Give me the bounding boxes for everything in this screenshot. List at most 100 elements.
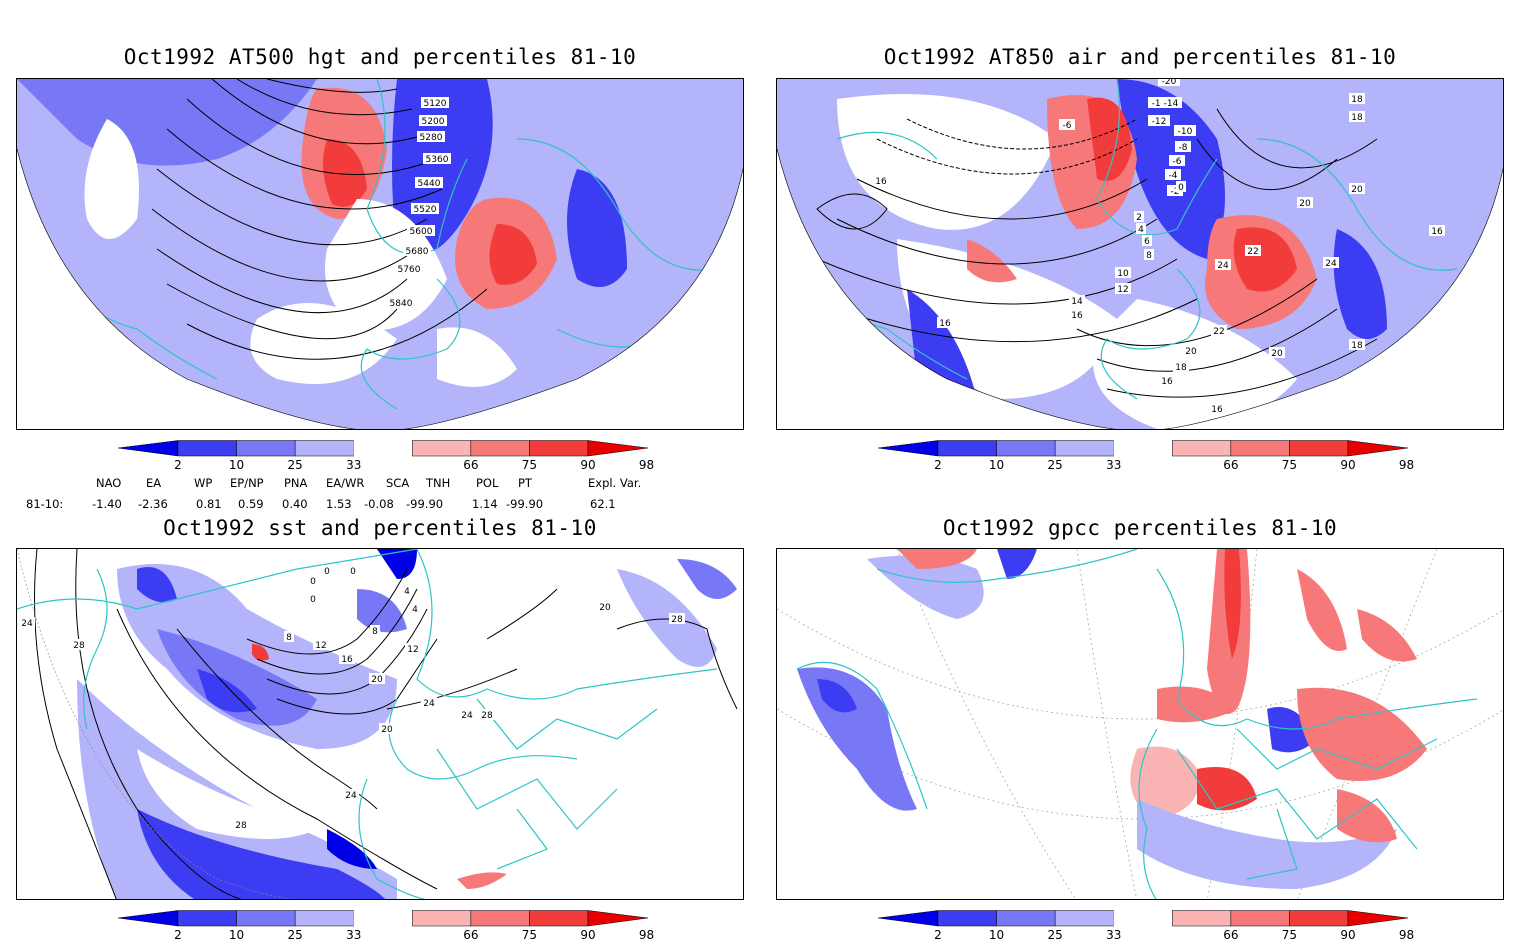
percentile-field [137,749,317,839]
contour-label-bg [1069,309,1085,320]
percentile-field [137,809,386,899]
contour-label-bg [407,225,435,236]
contour-label-bg [1115,267,1131,278]
contour-label-bg [1209,403,1225,414]
height-contour [156,248,408,314]
contour-label: -6 [1063,121,1072,131]
contour-label: 14 [1071,297,1083,307]
contour-label: 20 [371,675,383,685]
contour-label: 4 [404,587,410,597]
precip-percentile [867,555,984,619]
contour-label-bg [423,153,451,164]
colorbar-label: 2 [174,458,182,472]
contour-label-bg [405,643,421,654]
coastline [1100,268,1201,400]
sst-contour [256,588,418,675]
contour-label-bg [459,709,475,720]
colorbar-label: 25 [287,458,303,472]
colorbar-label: 25 [287,928,303,942]
contour-label: 16 [1071,311,1083,321]
contour-label: 20 [381,725,393,735]
map-panel-gpcc [776,548,1504,900]
contour-label-bg [1169,155,1185,166]
colorbar-label: 33 [346,928,362,942]
contour-label-bg [1142,235,1152,246]
contour-label: 18 [1351,341,1363,351]
percentile-field [1093,299,1297,429]
gpcc-map [777,549,1503,899]
colorbar-label: 10 [988,928,1005,942]
contour-label: -6 [1173,157,1182,167]
contour-label-bg [1323,257,1339,268]
contour-label-bg [1349,339,1365,350]
contour-label: 5600 [410,227,433,237]
contour-label: 28 [73,641,85,651]
height-contour [186,98,438,176]
contour-label: 28 [235,821,247,831]
colorbar-label: 75 [1281,928,1298,942]
contour-label: 16 [1211,405,1223,415]
contour-label-bg [308,575,318,586]
temperature-contour [816,258,1178,305]
panel-title-air850: Oct1992 AT850 air and percentiles 81-10 [883,45,1397,69]
colorbar-swatch [529,440,589,457]
contour-label-bg [1160,97,1182,108]
height-contour [166,283,398,340]
contour-label-bg [1115,283,1131,294]
sst-contour [75,549,242,899]
precip-percentile [1157,686,1237,723]
temperature-contour [836,218,1158,265]
coastline [17,549,418,610]
contour-label: 5200 [422,117,445,127]
contour-label: 24 [461,711,473,721]
height-contour [266,79,398,93]
percentile-field [252,644,269,661]
colorbar-swatch [1289,910,1349,927]
precip-percentile [1130,746,1199,819]
sst-contour [276,638,438,715]
index-value: 62.1 [590,497,616,511]
contour-label-bg [403,245,431,256]
contour-label-bg [419,115,447,126]
air850-map: -20-18-14-12-6-10-8-6-4-2024681012141616… [777,79,1503,429]
contour-label: 12 [407,645,418,655]
contour-label-bg [1148,97,1170,108]
contour-label-bg [308,593,318,604]
temperature-contour [856,178,1148,220]
graticule [1297,549,1438,899]
contour-label: 16 [341,655,353,665]
contour-label: 18 [1351,113,1363,123]
coastline [876,549,1138,583]
projection-boundary [777,148,1503,429]
colorbar-swatches [118,440,648,457]
contour-label-bg [415,177,443,188]
contour-label: 24 [1217,261,1229,271]
colorbar-swatch [412,440,472,457]
contour-label: 22 [1213,327,1224,337]
colorbar-label: 98 [1398,928,1415,942]
panel-title-sst: Oct1992 sst and percentiles 81-10 [163,516,597,540]
colorbar-swatch [177,910,237,927]
contour-label: 4 [1138,225,1144,235]
temperature-contour [816,193,888,230]
contour-label: 22 [1247,247,1258,257]
contour-label-bg [873,175,889,186]
contour-label: 5360 [426,155,449,165]
colorbar-label: 2 [934,458,942,472]
graticule [1076,549,1138,899]
colorbar-swatch [529,910,589,927]
contour-label-bg [370,625,380,636]
contour-label: 16 [875,177,887,187]
contour-label-bg [1174,125,1196,136]
contour-label: 10 [1117,269,1129,279]
percentile-field [489,224,537,285]
colorbar-label: 98 [638,458,655,472]
precip-percentile [1357,609,1417,662]
coastline [496,808,548,870]
colorbar-label: 90 [580,928,596,942]
coastline [358,778,426,899]
teleconnection-indices: NAO EA WP EP/NP PNA EA/WR SCA TNH POL PT… [20,476,720,512]
contour-label-bg [1211,325,1227,336]
index-value: 1.14 [472,497,498,511]
